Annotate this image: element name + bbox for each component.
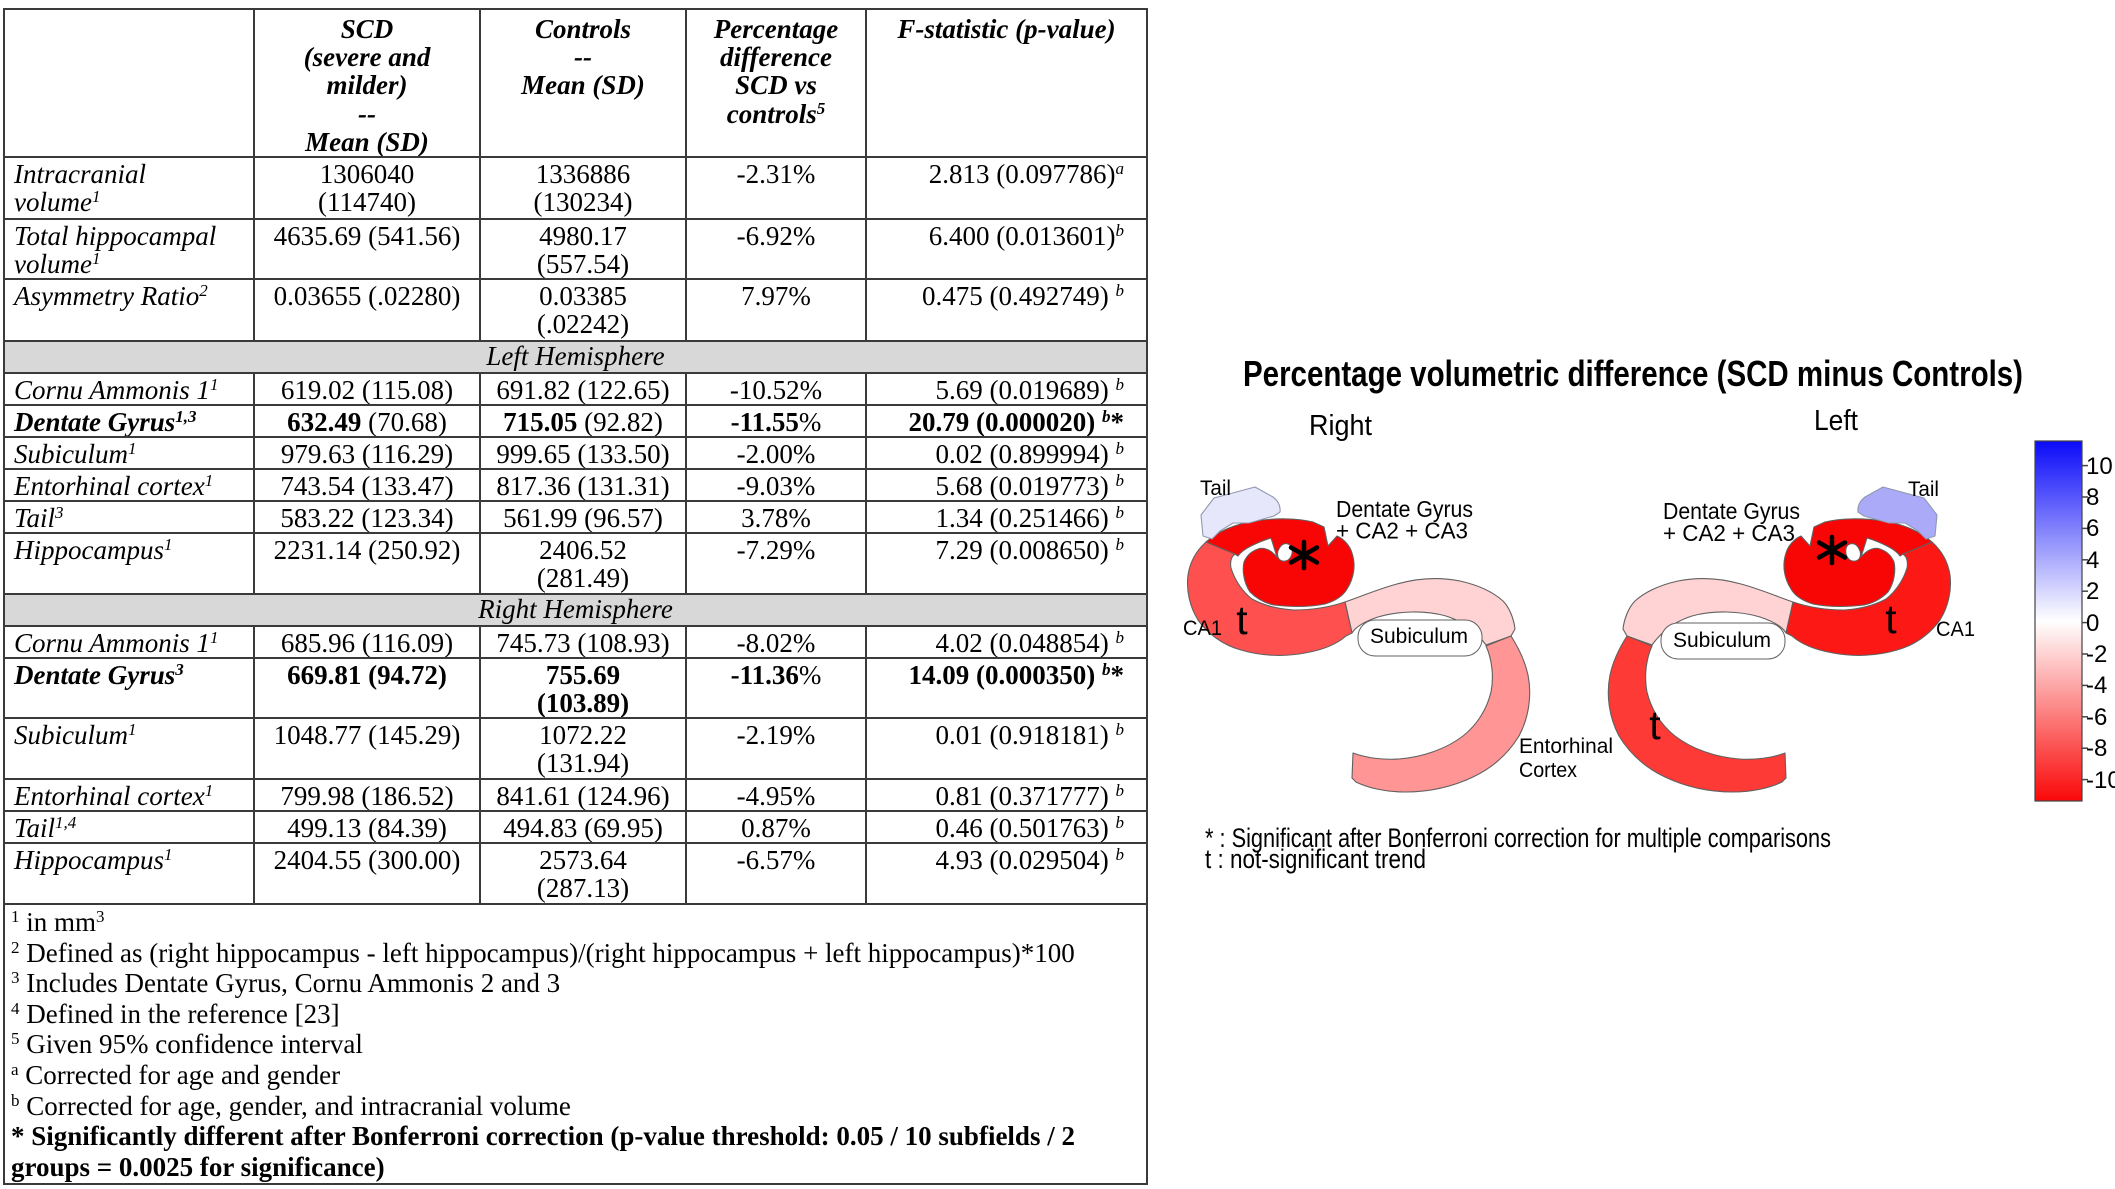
svg-text:+ CA2 + CA3: + CA2 + CA3 — [1663, 520, 1795, 546]
svg-text:-8: -8 — [2086, 735, 2107, 762]
svg-text:Entorhinal: Entorhinal — [1519, 735, 1613, 758]
svg-text:Tail: Tail — [1908, 478, 1939, 501]
svg-text:6: 6 — [2086, 515, 2099, 542]
svg-text:2: 2 — [2086, 578, 2099, 605]
svg-text:Right: Right — [1309, 410, 1372, 442]
svg-text:Subiculum: Subiculum — [1673, 629, 1771, 652]
svg-text:t: t — [1649, 702, 1661, 748]
svg-text:4: 4 — [2086, 547, 2099, 574]
svg-text:-6: -6 — [2086, 704, 2107, 731]
svg-text:+ CA2 + CA3: + CA2 + CA3 — [1336, 518, 1468, 544]
svg-text:CA1: CA1 — [1936, 618, 1975, 641]
svg-text:-2: -2 — [2086, 641, 2107, 668]
svg-text:8: 8 — [2086, 484, 2099, 511]
svg-text:Dentate Gyrus: Dentate Gyrus — [1336, 496, 1473, 522]
svg-text:t: t — [1236, 597, 1248, 643]
svg-text:0: 0 — [2086, 610, 2099, 637]
svg-text:Subiculum: Subiculum — [1370, 625, 1468, 648]
svg-text:Dentate Gyrus: Dentate Gyrus — [1663, 498, 1800, 524]
svg-text:Cortex: Cortex — [1519, 759, 1577, 782]
svg-text:-10: -10 — [2086, 767, 2115, 794]
svg-text:* : Significant after Bonferro: * : Significant after Bonferroni correct… — [1205, 823, 1831, 853]
svg-text:-4: -4 — [2086, 672, 2107, 699]
svg-text:10: 10 — [2086, 453, 2113, 480]
svg-text:Left: Left — [1814, 405, 1858, 437]
svg-text:Tail: Tail — [1200, 477, 1231, 500]
svg-text:CA1: CA1 — [1183, 617, 1222, 640]
svg-text:t : not-significant trend: t : not-significant trend — [1205, 844, 1426, 874]
svg-text:t: t — [1885, 596, 1897, 642]
svg-text:Percentage volumetric differen: Percentage volumetric difference (SCD mi… — [1243, 353, 2023, 394]
